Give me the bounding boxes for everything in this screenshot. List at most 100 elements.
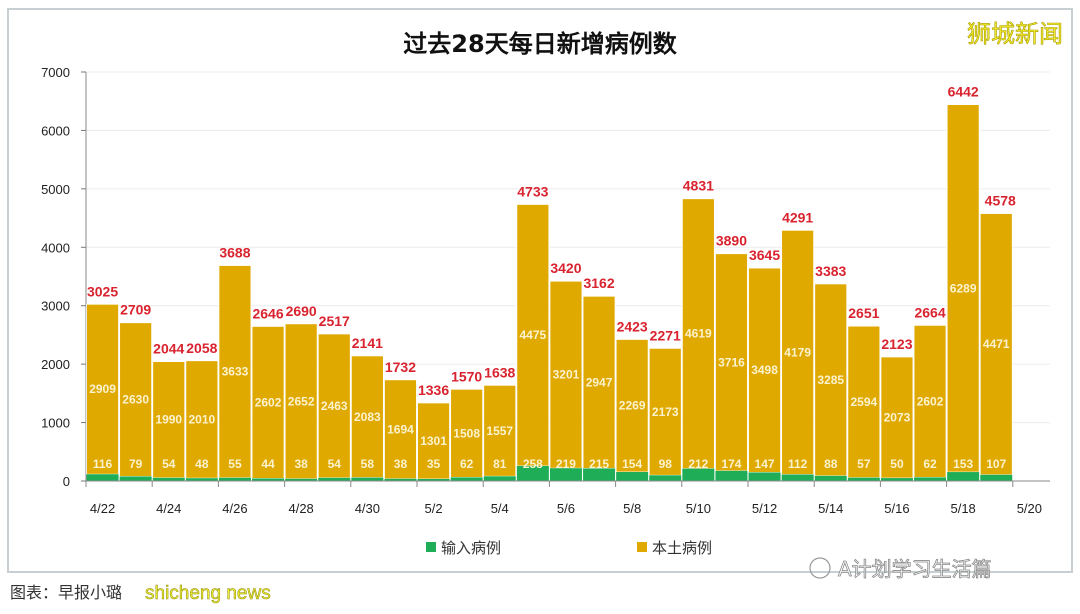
x-tick-label: 5/16: [884, 501, 909, 516]
imported-label: 174: [721, 457, 741, 471]
y-tick-label: 5000: [41, 182, 70, 197]
imported-label: 38: [394, 457, 408, 471]
bar-imported-5/18: [947, 472, 980, 481]
total-label: 2271: [650, 327, 681, 343]
watermark-text: A计划学习生活篇: [838, 557, 992, 581]
x-tick-label: 4/30: [355, 501, 380, 516]
bar-imported-4/29: [318, 477, 351, 481]
y-tick-label: 0: [63, 474, 70, 489]
total-label: 2141: [352, 335, 383, 351]
y-tick-label: 4000: [41, 240, 70, 255]
total-label: 4831: [683, 178, 714, 194]
local-label: 3716: [718, 355, 745, 369]
imported-label: 212: [688, 457, 708, 471]
legend-label-local: 本土病例: [652, 539, 712, 557]
imported-label: 219: [556, 457, 576, 471]
local-label: 2010: [188, 412, 215, 426]
total-label: 3162: [583, 275, 614, 291]
imported-label: 35: [427, 457, 441, 471]
total-label: 3025: [87, 283, 118, 299]
bars: 3025 2909 116 2709 2630 79 2044 1990 54 2058 2010 4…: [86, 84, 1016, 481]
x-tick-label: 5/6: [557, 501, 575, 516]
imported-label: 147: [755, 457, 775, 471]
total-label: 1638: [484, 364, 515, 380]
bar-imported-5/5: [516, 465, 549, 481]
total-label: 4578: [985, 193, 1016, 209]
total-label: 3688: [219, 245, 250, 261]
bar-imported-4/30: [351, 477, 384, 481]
imported-label: 79: [129, 457, 143, 471]
imported-label: 38: [294, 457, 308, 471]
bar-local-5/16: [880, 356, 914, 479]
bar-imported-4/26: [218, 477, 251, 481]
legend-label-imported: 输入病例: [441, 539, 501, 557]
total-label: 3420: [550, 260, 581, 276]
bar-local-5/10: [681, 198, 715, 470]
bar-local-5/2: [417, 402, 450, 480]
local-label: 2947: [586, 375, 613, 389]
total-label: 2709: [120, 302, 151, 318]
total-label: 2646: [252, 305, 283, 321]
x-axis: 4/22 4/24 4/26 4/28 4/30 5/2 5/4 5/6 5/8 5/10 5/12…: [85, 480, 1050, 516]
x-tick-label: 5/10: [686, 501, 711, 516]
bar-local-4/29: [317, 333, 351, 479]
bar-local-5/17: [913, 324, 947, 478]
imported-label: 62: [923, 457, 937, 471]
bar-imported-5/11: [715, 470, 748, 481]
x-tick-label: 5/2: [425, 501, 443, 516]
local-label: 2594: [850, 395, 877, 409]
bar-imported-5/17: [914, 477, 947, 481]
local-label: 2269: [619, 399, 646, 413]
y-tick-label: 1000: [41, 416, 70, 431]
imported-label: 112: [788, 457, 808, 471]
bar-local-4/25: [185, 360, 219, 479]
total-label: 2517: [319, 313, 350, 329]
imported-label: 98: [659, 457, 673, 471]
local-label: 2909: [89, 382, 116, 396]
local-label: 2173: [652, 405, 679, 419]
imported-label: 54: [162, 457, 176, 471]
x-tick-label: 5/18: [950, 501, 975, 516]
imported-label: 57: [857, 457, 871, 471]
bar-local-5/6: [549, 280, 583, 469]
bar-imported-5/9: [649, 475, 682, 481]
total-label: 6442: [948, 84, 979, 100]
total-label: 1570: [451, 368, 482, 384]
imported-label: 81: [493, 457, 507, 471]
local-label: 2652: [288, 394, 315, 408]
local-label: 1301: [420, 434, 447, 448]
total-label: 4291: [782, 209, 813, 225]
legend-swatch-local: [637, 542, 647, 552]
bar-local-5/4: [483, 384, 517, 477]
local-label: 1508: [453, 426, 480, 440]
total-label: 3645: [749, 247, 780, 263]
bar-local-5/12: [748, 267, 781, 473]
y-tick-label: 2000: [41, 357, 70, 372]
bar-imported-5/14: [814, 475, 847, 481]
bar-imported-5/15: [847, 477, 880, 481]
local-label: 3201: [553, 368, 580, 382]
imported-label: 215: [589, 457, 609, 471]
bar-local-5/18: [946, 104, 980, 473]
x-tick-label: 4/24: [156, 501, 181, 516]
bar-imported-5/7: [583, 468, 616, 481]
bar-imported-4/27: [252, 478, 285, 481]
bar-local-4/24: [152, 361, 186, 479]
x-tick-label: 4/26: [222, 501, 247, 516]
total-label: 2058: [186, 340, 217, 356]
bar-imported-5/3: [450, 477, 483, 481]
bar-imported-4/22: [86, 474, 119, 481]
imported-label: 54: [328, 457, 342, 471]
bar-imported-5/1: [384, 478, 417, 481]
x-tick-label: 5/4: [491, 501, 509, 516]
bar-imported-4/23: [119, 476, 152, 481]
bar-imported-4/28: [285, 478, 318, 481]
y-tick-label: 7000: [41, 65, 70, 80]
x-tick-label: 4/28: [288, 501, 313, 516]
imported-label: 154: [622, 457, 642, 471]
total-label: 4733: [517, 183, 548, 199]
total-label: 2664: [914, 304, 945, 320]
legend-swatch-imported: [426, 542, 436, 552]
local-label: 1557: [486, 424, 513, 438]
